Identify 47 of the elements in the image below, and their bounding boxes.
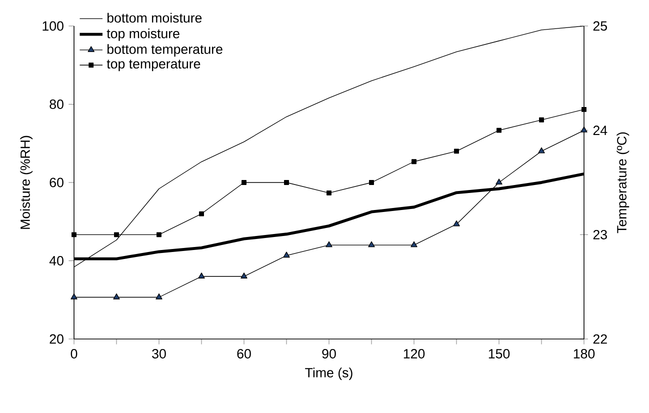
point — [412, 159, 416, 164]
x-tick-label: 90 — [322, 349, 336, 358]
y2-tick-label: 23 — [593, 230, 607, 240]
x-tick-label: 60 — [237, 349, 251, 358]
point — [156, 293, 162, 300]
y2-tick-label: 25 — [593, 21, 607, 31]
point — [454, 148, 459, 154]
point — [156, 232, 162, 238]
x-axis-title: Time (s) — [305, 368, 352, 380]
point — [72, 232, 76, 238]
point — [453, 220, 460, 226]
x-tick-label: 180 — [574, 349, 595, 358]
y-tick-label: 100 — [42, 21, 64, 31]
point — [326, 241, 332, 248]
x-tick-label: 150 — [488, 349, 510, 358]
point — [114, 232, 119, 238]
legend-label: top moisture — [106, 28, 180, 41]
point — [496, 128, 502, 133]
y-axis-title: Moisture (%RH) — [20, 136, 33, 229]
point — [368, 241, 375, 248]
x-tick-label: 30 — [152, 349, 166, 358]
y-tick-label: 60 — [50, 178, 64, 188]
point — [496, 178, 502, 185]
y-tick-label: 20 — [50, 334, 64, 344]
y2-tick-label: 24 — [593, 126, 608, 135]
legend-label: bottom temperature — [107, 44, 222, 57]
point — [538, 147, 545, 154]
y-tick-label: 40 — [49, 256, 64, 266]
point — [284, 180, 289, 185]
x-tick-label: 0 — [70, 349, 78, 358]
point — [369, 180, 374, 185]
point — [242, 180, 246, 185]
legend-label: bottom moisture — [107, 12, 202, 23]
legend-label: top temperature — [106, 60, 200, 72]
point — [240, 272, 248, 278]
point — [113, 293, 120, 300]
y2-tick-label: 22 — [593, 334, 607, 344]
point — [539, 117, 544, 122]
y-tick-label: 80 — [50, 100, 64, 109]
point — [199, 211, 204, 216]
x-tick-label: 120 — [404, 349, 425, 358]
point — [283, 252, 290, 258]
point — [198, 272, 205, 278]
point — [326, 190, 332, 196]
point — [582, 106, 586, 112]
point — [410, 241, 418, 248]
y2-axis-title: Temperature (ºC) — [616, 132, 630, 234]
